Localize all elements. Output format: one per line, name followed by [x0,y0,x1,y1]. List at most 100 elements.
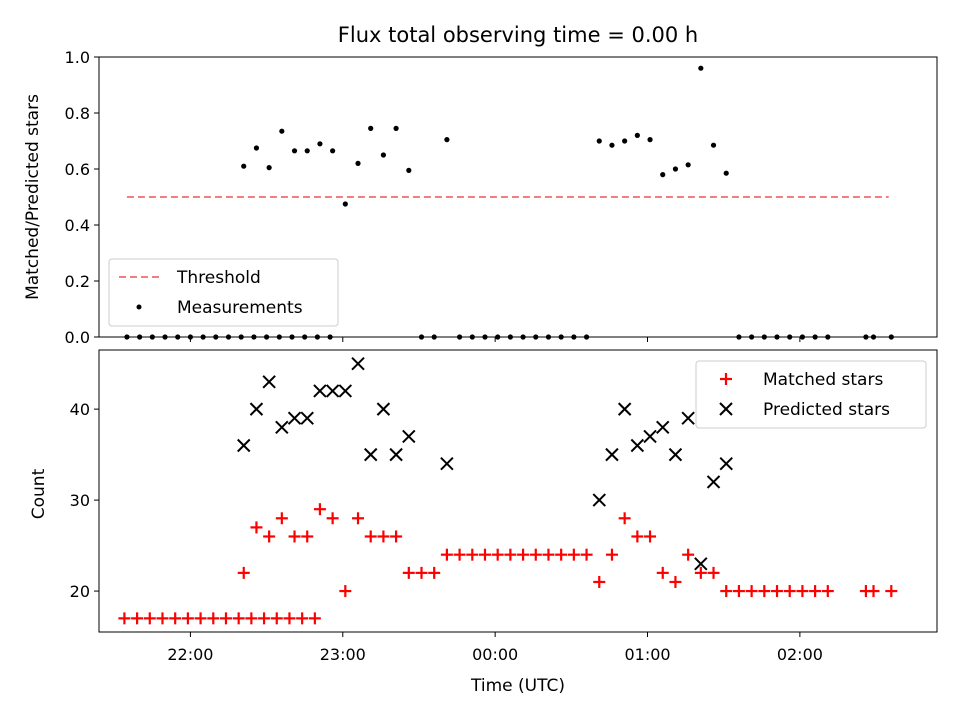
matched-point [567,548,580,561]
matched-point [118,612,131,625]
measurement-point [342,201,348,207]
matched-point [478,548,491,561]
matched-point [219,612,232,625]
predicted-point [364,447,378,462]
matched-point [352,512,365,525]
predicted-point [719,457,733,471]
measurement-point [304,148,310,154]
x-tick-label: 22:00 [167,645,213,664]
ratio-plot-frame [98,56,938,338]
measurements-legend-label: Measurements [177,298,303,318]
matched-point [428,566,441,579]
measurement-point [380,152,387,158]
measurement-point [444,137,450,143]
predicted-point [630,438,645,453]
matched-point [809,585,822,598]
y-tick-label: 0.8 [65,104,90,123]
predicted-point [605,447,619,462]
matched-point [517,548,530,561]
y-tick-label: 0.2 [65,272,90,291]
matched-point [504,548,517,561]
predicted-point [617,402,632,416]
matched-point [258,612,271,625]
measurement-point [393,125,399,131]
matched-point [618,512,631,525]
predicted-point [275,420,289,435]
measurement-point [672,166,679,172]
y-tick-label: 0.6 [65,160,90,179]
measurement-point [647,137,653,143]
measurement-point [685,162,691,168]
ratio-marks [124,65,894,340]
y-axis-label-count: Count [29,468,49,519]
chart-title: Flux total observing time = 0.00 h [338,23,698,47]
matched-point [364,530,377,543]
predicted-legend-label: Predicted stars [763,400,890,420]
matched-point [720,585,733,598]
matched-point [783,585,796,598]
matched-point [339,585,352,598]
measurement-point [266,165,272,171]
measurement-point [291,148,298,154]
count-legend: Matched stars Predicted stars [695,360,927,429]
measurement-point [723,170,729,176]
matched-point [542,548,555,561]
predicted-point [338,384,353,398]
matched-point [237,566,250,579]
matched-point [529,548,542,561]
measurement-point [634,132,640,138]
predicted-point [313,384,327,398]
y-tick-label: 40 [70,400,90,419]
predicted-point [389,447,403,462]
matched-point [377,530,390,543]
x-tick-label: 23:00 [320,645,366,664]
matched-point [390,530,403,543]
matched-point [732,585,745,598]
y-tick-label: 0.0 [65,328,90,347]
predicted-point [681,411,695,425]
measurement-point [253,145,260,151]
predicted-point [262,375,276,389]
y-axis-label-ratio: Matched/Predicted stars [23,94,43,300]
matched-point [593,575,606,588]
measurement-point [698,65,704,71]
predicted-point [376,402,391,416]
predicted-point [668,447,683,462]
ratio-legend: Threshold Measurements [108,258,339,327]
y-tick-label: 1.0 [65,48,90,67]
matched-point [694,566,707,579]
matched-point [143,612,156,625]
count-legend-box [695,360,927,429]
y-tick-label: 0.4 [65,216,90,235]
measurement-point [406,167,412,173]
matched-point [440,548,453,561]
matched-point [644,530,657,543]
matched-point [580,548,593,561]
matched-point [796,585,809,598]
measurement-point [596,138,602,144]
matched-point [245,612,258,625]
predicted-point [694,557,708,571]
matched-point [555,548,568,561]
matched-point [283,612,296,625]
matched-point [156,612,169,625]
matched-point [296,612,309,625]
matched-point [707,566,720,579]
matched-point [250,521,263,534]
y-tick-label: 30 [70,491,90,510]
predicted-point [440,457,454,471]
ratio-panel: Flux total observing time = 0.00 h Match… [23,23,938,347]
matched-point [270,612,283,625]
matched-point [207,612,220,625]
matched-point [453,548,466,561]
matched-point [402,566,415,579]
predicted-point [706,475,721,489]
matched-point [131,612,144,625]
matched-point [682,548,695,561]
matched-point [631,530,644,543]
threshold-legend-label: Threshold [176,268,261,288]
predicted-point [351,356,365,371]
x-tick-label: 00:00 [472,645,518,664]
y-tick-label: 20 [70,582,90,601]
